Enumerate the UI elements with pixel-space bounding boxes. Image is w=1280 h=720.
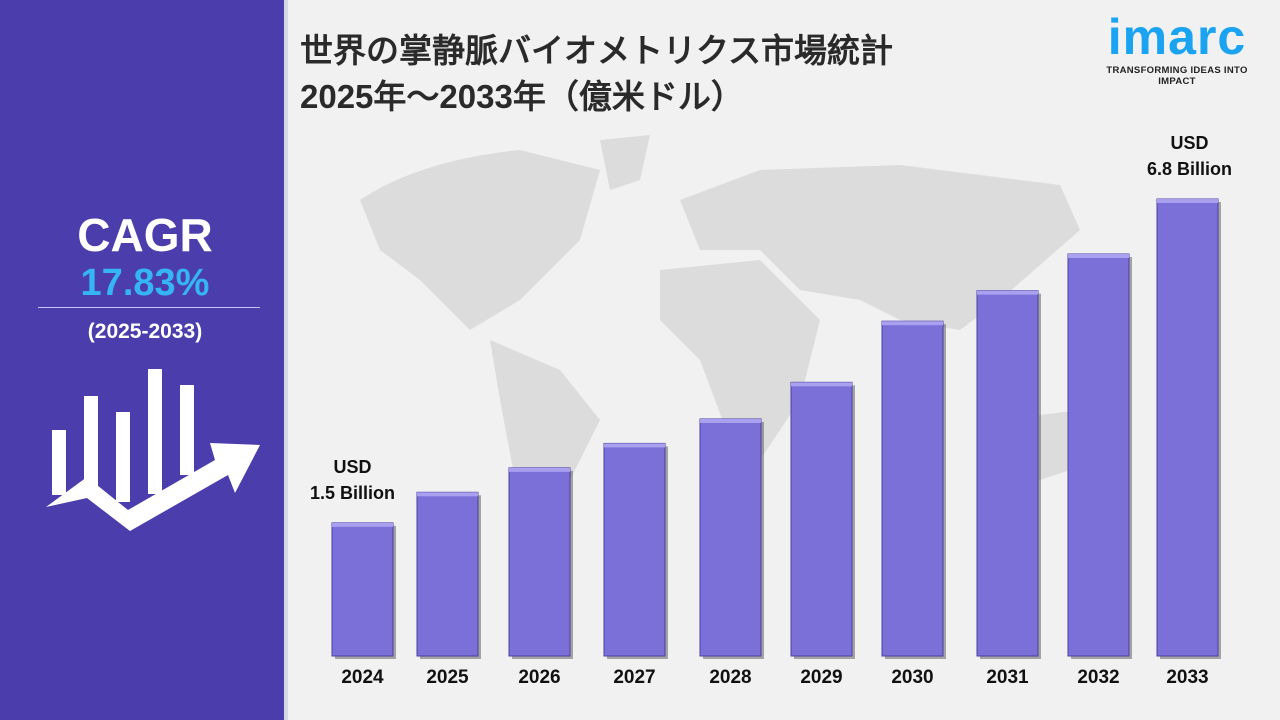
x-tick-label: 2028 [709, 667, 751, 688]
bar-highlight [604, 443, 665, 448]
x-tick-label: 2024 [341, 667, 384, 688]
imarc-logo: imarc TRANSFORMING IDEAS INTO IMPACT [1106, 9, 1248, 88]
x-tick-label: 2027 [613, 667, 655, 688]
cagr-label: CAGR [77, 209, 213, 261]
bar-2032 [1067, 253, 1130, 657]
bar-2028 [699, 418, 762, 657]
x-tick-label: 2033 [1166, 667, 1208, 688]
bar-highlight [882, 321, 943, 326]
bar-highlight [509, 467, 570, 472]
world-map-background [360, 135, 1100, 560]
x-tick-label: 2032 [1077, 667, 1119, 688]
title-line-2: 2025年～2033年（億米ドル） [300, 78, 744, 115]
bar-2031 [976, 290, 1039, 657]
x-tick-label: 2029 [800, 667, 842, 688]
bar-highlight [1157, 199, 1218, 204]
bar-2024 [331, 522, 394, 657]
x-tick-label: 2030 [891, 667, 933, 688]
bar-2029 [790, 381, 853, 657]
cagr-value: 17.83% [80, 262, 210, 304]
x-tick-label: 2031 [986, 667, 1029, 688]
cagr-period: (2025-2033) [87, 320, 203, 343]
bar-highlight [1068, 254, 1129, 259]
divider [38, 307, 260, 308]
bar-highlight [700, 418, 761, 423]
title-line-1: 世界の掌静脈バイオメトリクス市場統計 [300, 32, 894, 69]
data-label-value: 1.5 Billion [310, 483, 395, 503]
bar-highlight [417, 492, 478, 497]
x-tick-label: 2025 [426, 667, 469, 688]
bar-2030 [881, 320, 944, 657]
cagr-panel: CAGR 17.83% (2025-2033) [0, 0, 288, 720]
chart-title: 世界の掌静脈バイオメトリクス市場統計 2025年～2033年（億米ドル） [300, 28, 893, 120]
growth-chart-icon [46, 369, 260, 531]
bar-2025 [416, 491, 479, 657]
bar-highlight [332, 522, 393, 527]
bar-highlight [791, 382, 852, 387]
x-tick-label: 2026 [518, 667, 560, 688]
bar-2026 [508, 467, 571, 657]
bar-2027 [603, 442, 666, 657]
bar-highlight [977, 290, 1038, 295]
bar-2033 [1156, 198, 1219, 657]
data-label-unit: USD [333, 457, 371, 477]
data-label-value: 6.8 Billion [1147, 159, 1232, 179]
data-label-unit: USD [1170, 133, 1208, 153]
